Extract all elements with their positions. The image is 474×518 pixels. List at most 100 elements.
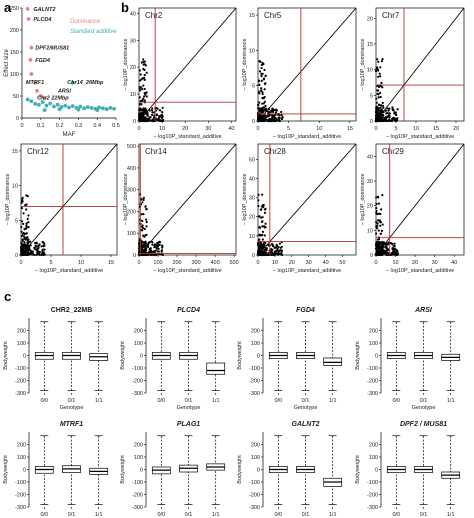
x-tick-label: 1/1	[95, 398, 103, 404]
data-point	[278, 117, 281, 120]
data-point-standard_additive	[97, 105, 101, 110]
data-point	[376, 222, 379, 225]
data-point	[377, 96, 380, 99]
diagonal-line	[375, 143, 465, 256]
point-annotation: DPF2/MUS81	[35, 46, 69, 52]
y-tick-label: 200	[17, 329, 26, 335]
data-point	[31, 250, 34, 253]
data-point	[262, 203, 265, 207]
x-tick-label: 1/1	[95, 512, 103, 518]
x-tick-label: 0.5	[112, 123, 120, 129]
data-point	[376, 224, 379, 228]
data-point	[262, 118, 265, 121]
y-tick-label: 0	[140, 468, 143, 474]
x-tick-label: 0.1	[37, 123, 45, 129]
data-point-dominance	[29, 45, 34, 50]
y-tick-label: 0	[257, 354, 260, 360]
data-point	[263, 68, 266, 72]
data-point	[378, 249, 381, 252]
data-point	[375, 107, 378, 110]
data-point	[257, 246, 261, 249]
data-point	[376, 116, 379, 119]
data-point	[25, 232, 28, 235]
y-tick-label: 100	[369, 455, 378, 461]
y-tick-label: -100	[15, 480, 26, 486]
y-tick-label: 30	[249, 196, 255, 202]
x-tick-label: 40	[451, 260, 457, 266]
data-point	[265, 247, 268, 250]
point-annotation: Chr14_26Mbp	[67, 80, 104, 86]
box-1: 0/1	[62, 435, 81, 518]
data-point-standard_additive	[112, 106, 117, 111]
y-tick-label: -200	[367, 379, 378, 385]
point-annotation: ARSI	[57, 88, 72, 94]
plot-frame	[138, 7, 237, 122]
y-tick-label: 15	[249, 13, 255, 19]
data-point	[149, 116, 152, 119]
y-tick-label: -300	[132, 505, 143, 511]
x-tick-label: 0	[374, 126, 377, 132]
data-point	[379, 117, 383, 120]
data-point	[280, 113, 283, 117]
y-tick-label: 10	[249, 234, 255, 240]
y-tick-label: -300	[249, 391, 260, 397]
x-tick-label: 1/1	[447, 398, 455, 404]
x-tick-label: 0/1	[302, 512, 310, 518]
plot-frame	[138, 143, 237, 256]
plot-frame	[20, 143, 118, 256]
data-point	[391, 250, 395, 253]
data-point	[374, 69, 378, 73]
x-axis-label: − log10P_standard_additive	[273, 134, 341, 140]
y-tick-label: 100	[134, 341, 143, 347]
y-tick-label: -200	[132, 493, 143, 499]
x-tick-label: 15	[108, 260, 114, 266]
data-point	[263, 100, 267, 103]
data-point	[158, 119, 161, 122]
data-point	[142, 212, 145, 216]
y-tick-label: -100	[132, 480, 143, 486]
data-point	[378, 72, 381, 75]
x-axis-label: − log10P_standard_additive	[35, 268, 103, 274]
box-1: 0/1	[414, 321, 433, 404]
data-point-standard_additive	[33, 102, 38, 106]
points-cluster	[256, 60, 284, 123]
data-point	[276, 245, 279, 248]
data-point	[149, 253, 152, 256]
data-point	[138, 241, 141, 244]
data-point	[143, 92, 147, 95]
data-point	[379, 221, 383, 224]
data-point	[21, 198, 24, 201]
data-point	[264, 115, 267, 118]
data-point	[388, 114, 391, 117]
data-point	[381, 101, 384, 104]
data-point	[385, 112, 388, 115]
x-tick-label: 0/0	[157, 398, 165, 404]
x-tick-label: 0	[256, 260, 259, 266]
subplot-title: Chr14	[145, 147, 167, 156]
data-point	[153, 243, 156, 247]
x-tick-label: 0	[137, 260, 140, 266]
data-point	[153, 246, 156, 249]
y-tick-label: -200	[15, 493, 26, 499]
diagonal-line	[20, 143, 118, 256]
data-point	[377, 202, 380, 205]
data-point	[141, 87, 144, 91]
data-point	[257, 243, 260, 247]
data-point	[27, 214, 30, 217]
data-point	[274, 111, 278, 114]
data-point	[382, 242, 385, 245]
y-tick-label: 10	[12, 184, 18, 190]
boxplot-title: PLAG1	[177, 421, 200, 428]
y-axis-label: Bodyweight	[3, 455, 9, 484]
data-point	[381, 223, 384, 226]
data-point	[264, 222, 267, 225]
box-0: 0/0	[151, 321, 171, 404]
y-tick-label: 200	[10, 28, 19, 34]
data-point	[374, 244, 378, 247]
data-point	[259, 119, 263, 122]
data-point	[391, 247, 394, 251]
data-point	[27, 221, 30, 224]
data-point	[29, 240, 32, 243]
data-point	[141, 229, 144, 232]
data-point	[35, 241, 38, 244]
